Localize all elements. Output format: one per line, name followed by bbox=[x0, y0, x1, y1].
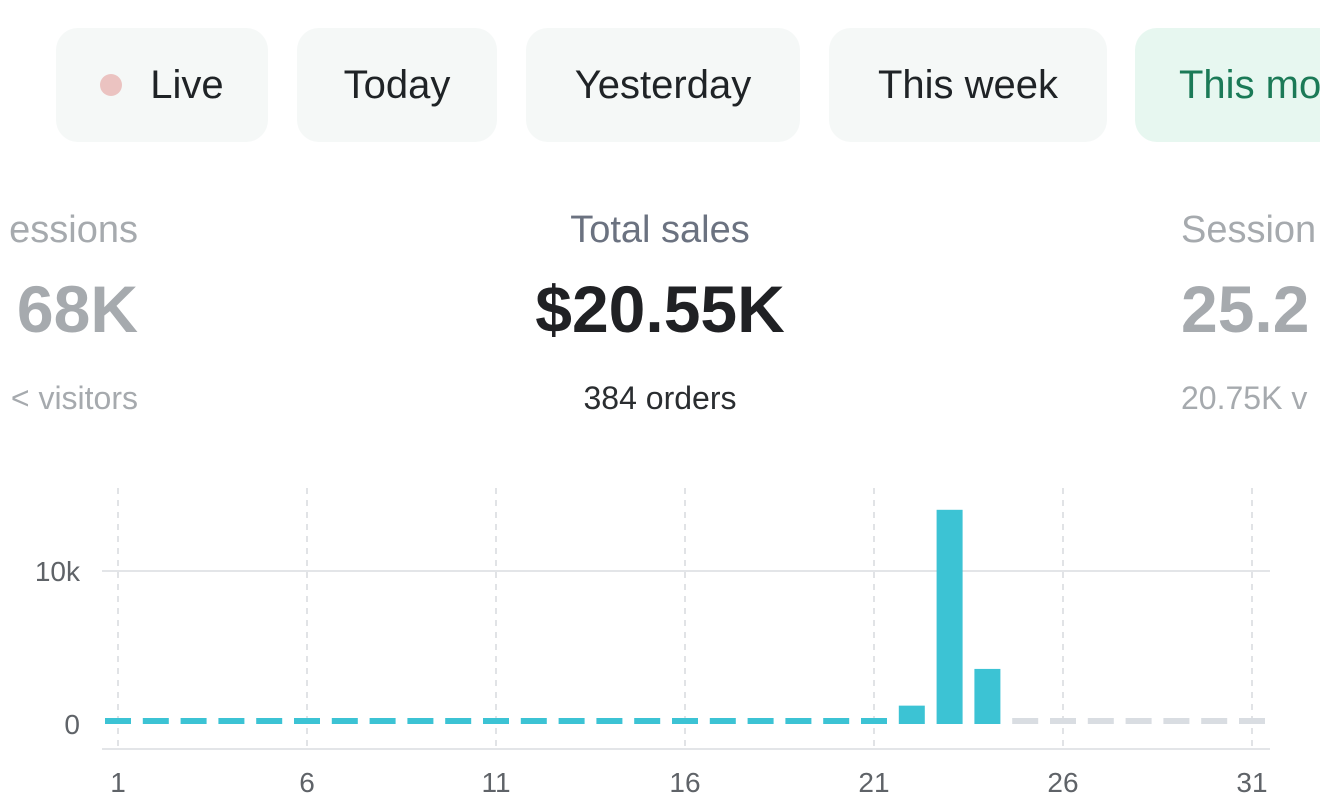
future-day-marker bbox=[1087, 718, 1114, 724]
metric-sessions-previous[interactable]: essions 68K < visitors bbox=[0, 200, 138, 418]
tab-label: Yesterday bbox=[574, 62, 752, 107]
zero-bar bbox=[483, 718, 509, 724]
x-tick-label: 11 bbox=[481, 767, 510, 798]
date-range-tabs: Live Today Yesterday This week This mo bbox=[0, 28, 1320, 144]
metric-label: essions bbox=[9, 209, 138, 251]
tab-label: Today bbox=[343, 62, 451, 107]
bar bbox=[974, 668, 1001, 724]
zero-bar bbox=[407, 718, 434, 724]
metric-value: $20.55K bbox=[535, 272, 785, 346]
tab-today[interactable]: Today bbox=[297, 28, 497, 142]
future-day-marker bbox=[1125, 718, 1152, 724]
metric-label: Total sales bbox=[570, 209, 750, 251]
x-tick-label: 6 bbox=[299, 767, 315, 798]
zero-bar bbox=[861, 718, 887, 724]
future-day-marker bbox=[1050, 718, 1076, 724]
zero-bar bbox=[596, 718, 623, 724]
tab-live[interactable]: Live bbox=[56, 28, 268, 142]
y-tick-label: 0 bbox=[64, 709, 80, 740]
zero-bar bbox=[142, 718, 169, 724]
future-day-marker bbox=[1239, 718, 1265, 724]
x-tick-label: 21 bbox=[858, 767, 889, 798]
metric-subtext: < visitors bbox=[10, 380, 138, 416]
metric-label: Session bbox=[1181, 209, 1317, 251]
x-tick-label: 31 bbox=[1236, 767, 1267, 798]
tab-this-week[interactable]: This week bbox=[829, 28, 1107, 142]
metric-sessions-next[interactable]: Session 25.2 20.75K v bbox=[1181, 200, 1320, 418]
metric-total-sales[interactable]: Total sales $20.55K 384 orders bbox=[400, 200, 920, 418]
y-tick-label: 10k bbox=[35, 556, 81, 587]
zero-bar bbox=[369, 718, 396, 724]
bar bbox=[936, 509, 963, 724]
zero-bar bbox=[520, 718, 547, 724]
tab-yesterday[interactable]: Yesterday bbox=[526, 28, 800, 142]
tab-label: This week bbox=[877, 62, 1059, 107]
bar bbox=[898, 705, 925, 724]
x-tick-label: 26 bbox=[1047, 767, 1078, 798]
zero-bar bbox=[294, 718, 320, 724]
tab-this-month[interactable]: This mo bbox=[1135, 28, 1320, 142]
tab-label: This mo bbox=[1179, 62, 1320, 107]
zero-bar bbox=[747, 718, 774, 724]
future-day-marker bbox=[1163, 718, 1190, 724]
future-day-marker bbox=[1012, 718, 1039, 724]
live-dot-icon bbox=[100, 74, 123, 96]
zero-bar bbox=[709, 718, 736, 724]
zero-bar bbox=[105, 718, 131, 724]
future-day-marker bbox=[1201, 718, 1228, 724]
zero-bar bbox=[558, 718, 585, 724]
zero-bar bbox=[823, 718, 850, 724]
zero-bar bbox=[331, 718, 358, 724]
zero-bar bbox=[634, 718, 661, 724]
metric-subtext: 384 orders bbox=[583, 380, 737, 416]
zero-bar bbox=[785, 718, 812, 724]
zero-bar bbox=[256, 718, 283, 724]
zero-bar bbox=[218, 718, 245, 724]
zero-bar bbox=[445, 718, 472, 724]
zero-bar bbox=[180, 718, 207, 724]
x-tick-label: 16 bbox=[669, 767, 700, 798]
metric-value: 68K bbox=[16, 272, 138, 346]
x-tick-label: 1 bbox=[110, 767, 126, 798]
metric-subtext: 20.75K v bbox=[1181, 380, 1308, 416]
zero-bar bbox=[672, 718, 698, 724]
metric-value: 25.2 bbox=[1181, 272, 1310, 346]
tab-label: Live bbox=[150, 62, 224, 107]
